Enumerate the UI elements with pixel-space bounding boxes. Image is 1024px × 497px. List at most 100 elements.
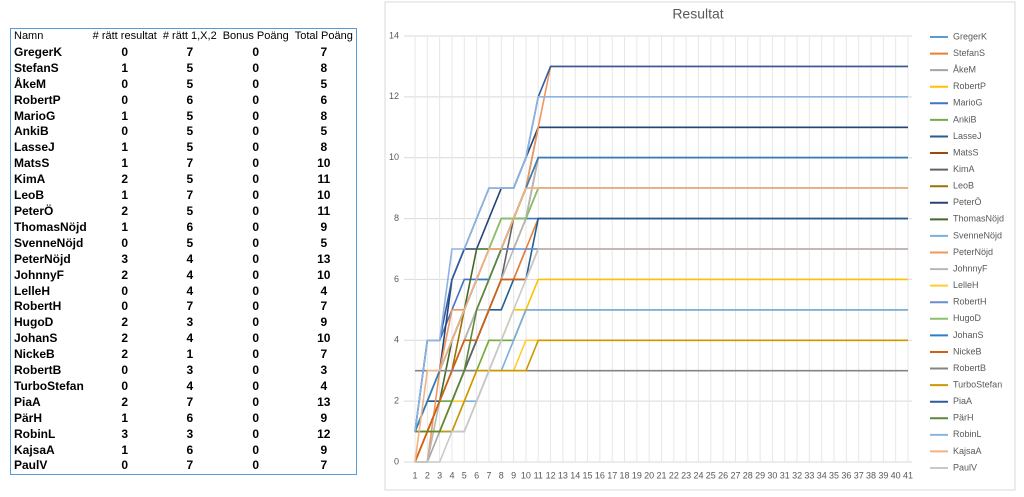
legend-label: RobertP [953,81,986,91]
cell: 2 [121,331,129,346]
cell: 5 [186,203,194,218]
cell: 1 [121,140,129,155]
cell: HugoD [14,315,54,330]
x-tick-label: 5 [462,470,467,480]
cell: 3 [320,363,328,378]
cell: JohanS [14,331,58,346]
cell: 0 [252,188,260,203]
score-table: Namn # rätt resultat # rätt 1,X,2 Bonus Poä… [10,28,357,476]
cell: 0 [252,283,260,298]
x-tick-label: 33 [804,470,814,480]
cell: 0 [252,156,260,171]
x-tick-label: 31 [780,470,790,480]
cell: TurboStefan [14,378,84,393]
header-cell: Bonus Poäng [222,30,289,42]
cell: PeterNöjd [14,251,71,266]
y-tick-label: 10 [389,152,399,162]
legend-label: JohnnyF [953,263,988,273]
legend-label: LasseJ [953,131,982,141]
legend-label: KajsaA [953,446,982,456]
x-tick-label: 35 [829,470,839,480]
cell: 4 [186,331,194,346]
cell: 0 [252,394,260,409]
cell: 10 [317,267,331,282]
chart-frame [384,1,1016,491]
cell: RobertB [14,363,62,378]
row: JohanS 2 4 0 10 [11,331,357,347]
cell: 5 [186,60,194,75]
cell: 11 [317,203,331,218]
cell: 9 [320,442,328,457]
series-line [414,217,908,432]
series-line [414,187,908,463]
legend-label: RobertB [953,363,986,373]
x-tick-label: 20 [644,470,654,480]
x-tick-label: 36 [841,470,851,480]
cell: PiaA [14,394,41,409]
cell: 11 [317,172,331,187]
cell: 7 [320,299,328,314]
cell: 3 [186,363,194,378]
cell: 3 [186,315,194,330]
legend-label: LelleH [953,280,979,290]
cell: 0 [252,363,260,378]
cell: 0 [252,44,260,59]
cell: 6 [186,442,194,457]
legend-label: JohanS [953,330,984,340]
cell: 4 [186,251,194,266]
legend-label: PaulV [953,462,977,472]
row: PaulV 0 7 0 7 [11,458,357,474]
x-tick-label: 34 [817,470,827,480]
cell: 0 [252,426,260,441]
cell: 2 [121,315,129,330]
cell: 5 [186,76,194,91]
cell: 2 [121,203,129,218]
x-tick-label: 23 [681,470,691,480]
cell: NickeB [14,347,55,362]
x-tick-label: 24 [693,470,703,480]
cell: 0 [252,410,260,425]
x-tick-label: 17 [607,470,617,480]
x-tick-label: 14 [570,470,580,480]
cell: 13 [317,394,331,409]
cell: ÅkeM [14,76,47,91]
x-tick-label: 7 [486,470,491,480]
cell: 0 [252,378,260,393]
cell: 0 [121,378,129,393]
cell: 0 [121,283,129,298]
cell: 0 [252,458,260,473]
series-line [414,126,908,432]
cell: 6 [320,92,328,107]
cell: 4 [320,378,328,393]
cell: PärH [14,410,43,425]
cell: 0 [252,76,260,91]
cell: 2 [121,347,129,362]
cell: 1 [121,219,129,234]
y-tick-label: 6 [394,274,399,284]
cell: 0 [252,442,260,457]
cell: KajsaA [14,442,55,457]
x-tick-label: 8 [499,470,504,480]
cell: 5 [186,140,194,155]
cell: JohnnyF [14,267,64,282]
cell: 1 [186,347,194,362]
legend-label: MatsS [953,147,979,157]
legend-label: GregerK [953,31,987,41]
cell: 0 [252,108,260,123]
cell: 1 [121,156,129,171]
legend-label: PeterNöjd [953,247,993,257]
cell: 2 [121,172,129,187]
cell: 1 [121,442,129,457]
cell: 0 [252,92,260,107]
cell: 3 [121,251,129,266]
cell: 0 [252,299,260,314]
x-tick-label: 12 [546,470,556,480]
cell: LeoB [14,188,44,203]
x-tick-label: 11 [534,470,543,480]
series-line [415,339,908,433]
cell: 0 [121,458,129,473]
legend-label: AnkiB [953,114,977,124]
x-tick-label: 27 [730,470,740,480]
cell: 0 [252,331,260,346]
